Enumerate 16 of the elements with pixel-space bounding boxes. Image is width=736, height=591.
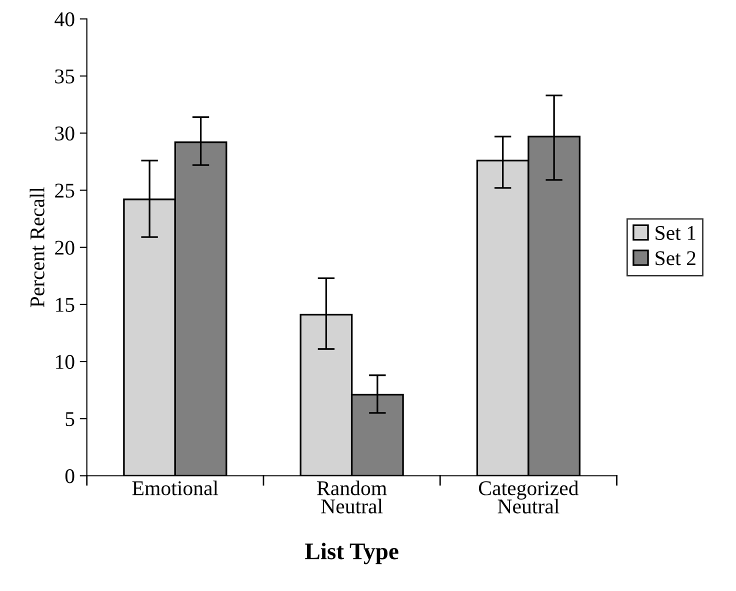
legend-label: Set 2 <box>656 251 696 266</box>
x-tick-label: Emotional <box>132 480 218 496</box>
y-tick-label: 0 <box>65 469 74 484</box>
y-tick-label: 15 <box>56 298 74 312</box>
x-axis-title: List Type <box>305 542 398 564</box>
y-tick-label: 40 <box>54 12 74 26</box>
y-tick-label: 10 <box>56 354 74 369</box>
y-axis-title: Percent Recall <box>30 187 44 308</box>
y-tick-label: 30 <box>55 126 74 141</box>
y-tick-label: 35 <box>55 69 74 84</box>
y-tick-label: 5 <box>66 412 74 426</box>
y-tick-label: 25 <box>55 184 74 198</box>
x-tick-label: Random Neutral <box>317 480 387 514</box>
x-tick-label: Categorized Neutral <box>478 480 579 514</box>
legend-label: Set 1 <box>656 226 696 240</box>
y-tick-label: 20 <box>55 240 74 255</box>
